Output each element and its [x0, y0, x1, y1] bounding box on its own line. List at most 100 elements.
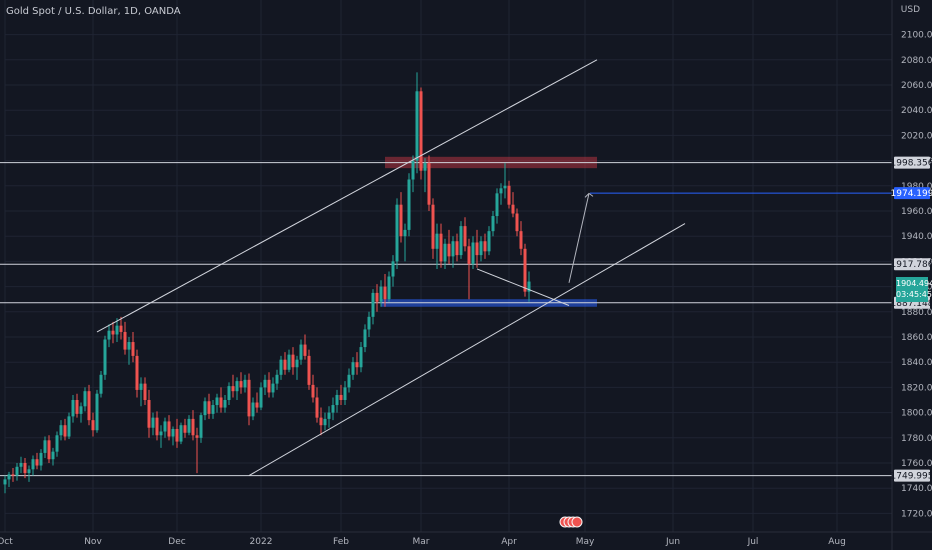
candle-body: [187, 418, 191, 433]
x-tick-label: Nov: [84, 537, 102, 547]
candle-body: [247, 379, 251, 417]
candle-body: [259, 387, 263, 408]
currency-label[interactable]: USD: [900, 5, 920, 15]
y-tick-label: 2020.000: [901, 131, 932, 141]
candle-body: [227, 386, 231, 400]
candle-body: [111, 330, 115, 335]
candle-body: [459, 226, 463, 256]
candle-body: [47, 440, 51, 460]
candle-body: [431, 204, 435, 249]
candle-body: [159, 431, 163, 436]
level-label: 1998.356: [891, 159, 932, 169]
x-tick-label: Mar: [413, 537, 430, 547]
candle-body: [483, 241, 487, 252]
candle-body: [407, 179, 411, 230]
candle-body: [131, 342, 135, 356]
candle-body: [171, 428, 175, 437]
candle-body: [399, 204, 403, 237]
candle-body: [267, 379, 271, 393]
candle-body: [335, 394, 339, 406]
x-tick-label: 2022: [250, 537, 273, 547]
candle-body: [139, 383, 143, 390]
candle-body: [43, 440, 47, 453]
candle-body: [163, 421, 167, 432]
current-price: 1904.494: [896, 279, 932, 288]
y-tick-label: 2040.000: [901, 106, 932, 116]
candle-body: [7, 474, 11, 480]
candle-body: [183, 425, 187, 433]
candle-body: [3, 479, 7, 485]
candle-body: [135, 355, 139, 390]
level-label: 1749.995: [891, 472, 932, 482]
candle-body: [243, 379, 247, 388]
candle-body: [95, 393, 99, 431]
candle-body: [175, 428, 179, 442]
candle-body: [63, 425, 67, 437]
candle-body: [279, 359, 283, 375]
y-tick-label: 1840.000: [901, 358, 932, 368]
candle-body: [295, 359, 299, 368]
bar-countdown: 03:45:45: [896, 290, 932, 299]
y-tick-label: 1940.000: [901, 232, 932, 242]
candle-body: [359, 347, 363, 368]
y-tick-label: 2060.000: [901, 81, 932, 91]
candle-body: [99, 374, 103, 394]
candle-body: [423, 163, 427, 171]
x-tick-label: Jul: [747, 537, 759, 547]
candle-body: [443, 243, 447, 262]
candle-body: [223, 400, 227, 408]
candle-body: [291, 354, 295, 368]
symbol-title[interactable]: Gold Spot / U.S. Dollar, 1D, OANDA: [6, 6, 181, 17]
candle-body: [307, 355, 311, 385]
candle-body: [299, 344, 303, 360]
candle-body: [15, 466, 19, 476]
candle-body: [51, 451, 55, 460]
candle-body: [87, 391, 91, 421]
candle-body: [123, 331, 127, 350]
y-tick-label: 1860.000: [901, 333, 932, 343]
projection-arrowhead: [584, 192, 594, 198]
candle-body: [355, 362, 359, 368]
x-tick-label: May: [576, 537, 595, 547]
candle-body: [35, 459, 39, 466]
candle-body: [195, 435, 199, 438]
candle-body: [151, 417, 155, 428]
candle-body: [67, 416, 71, 437]
candle-body: [199, 415, 203, 438]
candle-body: [395, 204, 399, 262]
candle-body: [327, 412, 331, 419]
candle-body: [27, 469, 31, 474]
level-label: 1917.786: [891, 260, 932, 270]
candle-body: [487, 231, 491, 252]
candle-body: [383, 286, 387, 300]
lower-channel-line: [248, 223, 686, 477]
candle-body: [363, 329, 367, 348]
candle-body: [475, 242, 479, 256]
x-tick-label: Oct: [0, 537, 13, 547]
candle-body: [375, 292, 379, 302]
candle-body: [219, 397, 223, 408]
y-tick-label: 1820.000: [901, 383, 932, 393]
candle-body: [207, 401, 211, 414]
candle-body: [127, 342, 131, 350]
candle-body: [479, 241, 483, 256]
candle-body: [239, 381, 243, 388]
candle-body: [343, 387, 347, 400]
candle-body: [515, 213, 519, 232]
candle-body: [471, 242, 475, 264]
candle-body: [507, 185, 511, 205]
candle-body: [523, 248, 527, 292]
candle-body: [391, 261, 395, 277]
x-tick-label: Feb: [333, 537, 349, 547]
candle-body: [83, 391, 87, 407]
candle-body: [403, 229, 407, 237]
y-tick-label: 2080.000: [901, 56, 932, 66]
candle-body: [303, 344, 307, 356]
candle-body: [75, 400, 79, 414]
candle-body: [427, 163, 431, 205]
y-tick-label: 1760.000: [901, 459, 932, 469]
candle-body: [11, 474, 15, 476]
candle-body: [311, 384, 315, 398]
